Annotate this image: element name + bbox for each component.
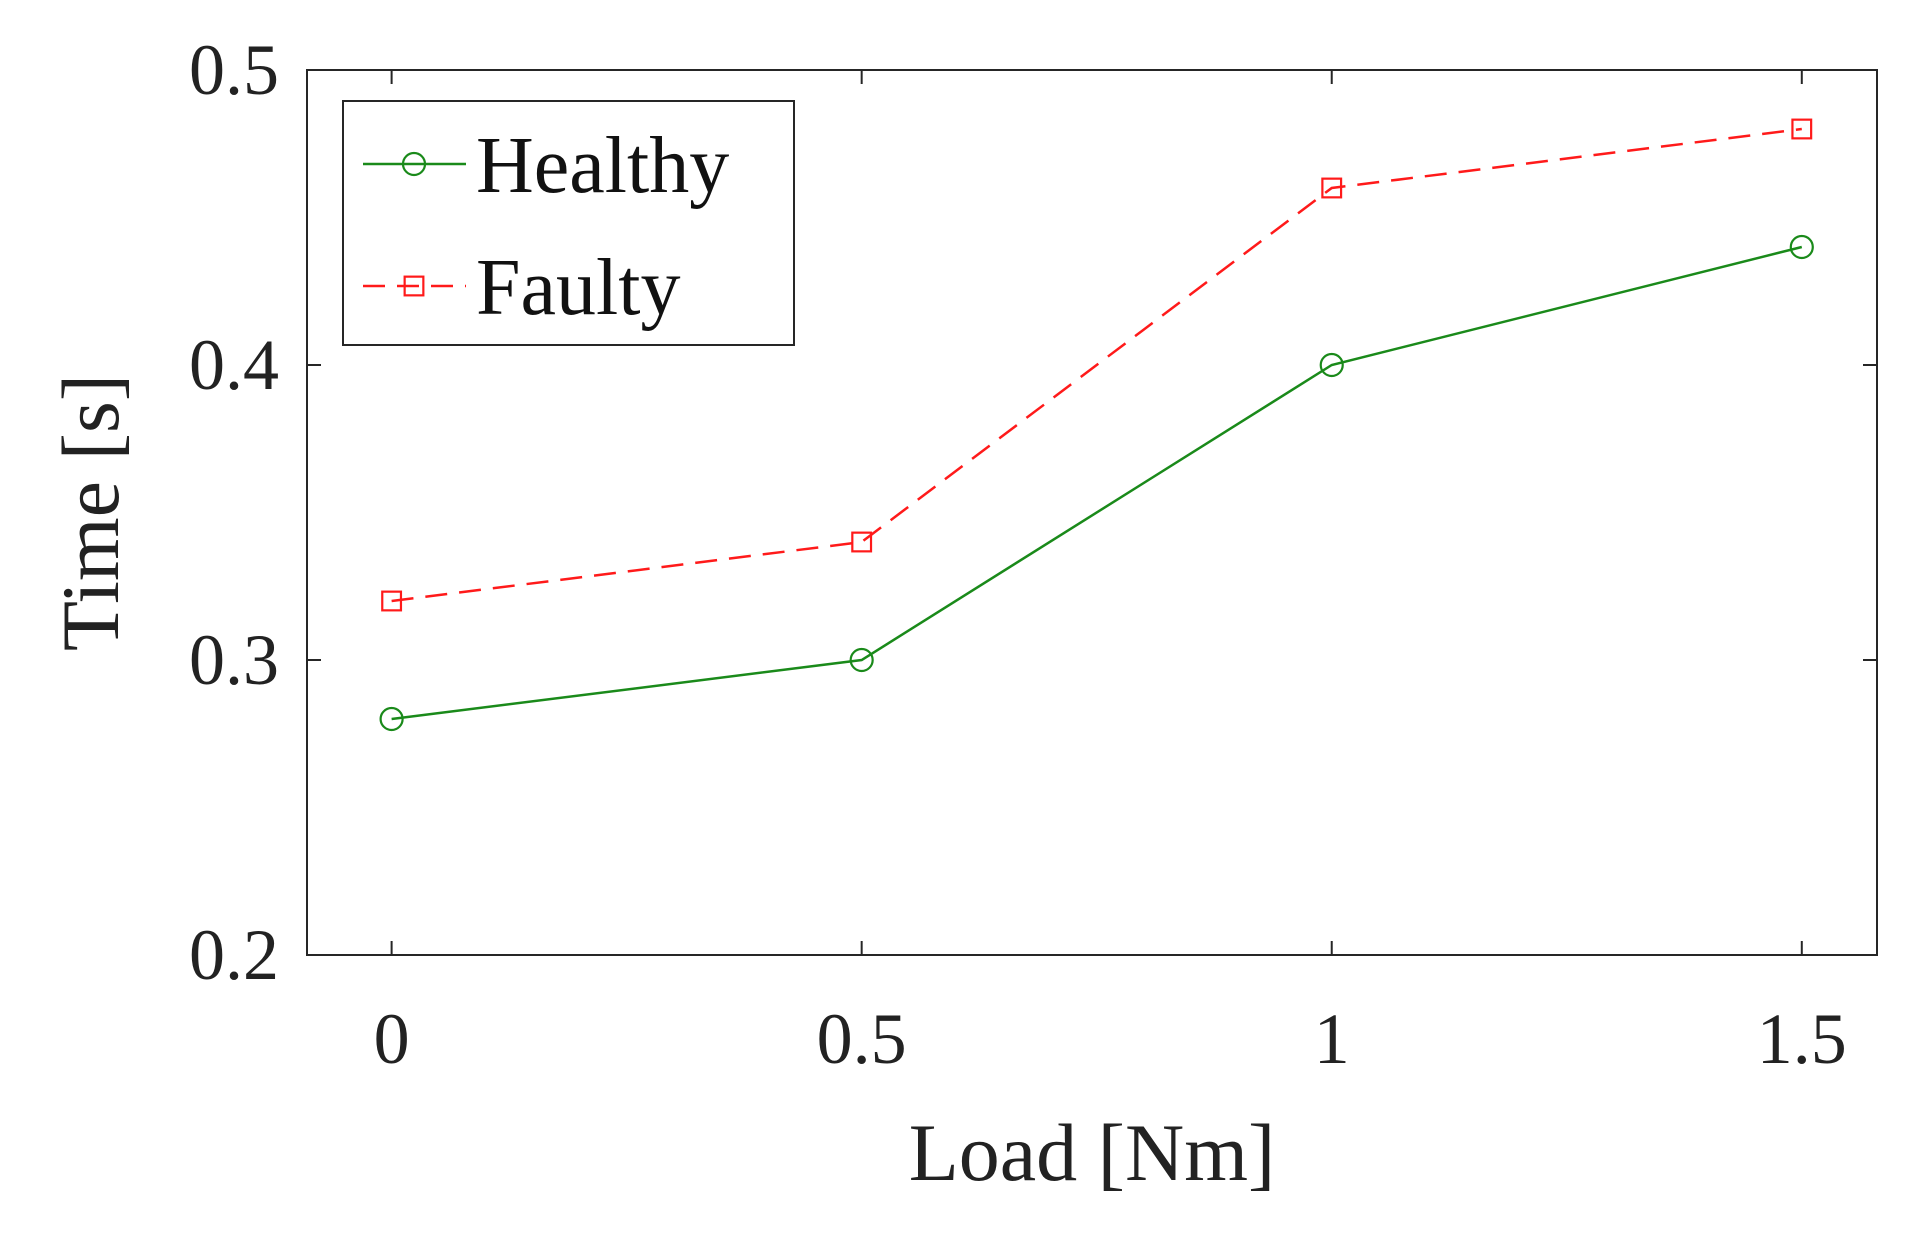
legend-marker-healthy — [401, 151, 427, 177]
series-layer — [379, 118, 1814, 732]
plot-frame — [306, 69, 1878, 956]
legend-label-faulty: Faulty — [476, 244, 680, 332]
data-point-faulty-1 — [1321, 177, 1343, 199]
x-tick-label-0-5: 0.5 — [817, 999, 907, 1079]
data-point-faulty-0 — [381, 590, 403, 612]
y-tick-label-0-3: 0.3 — [189, 620, 279, 700]
x-tick-label-0: 0 — [374, 999, 410, 1079]
tick-labels: 0 0.5 1 1.5 0.2 0.3 0.4 0.5 — [189, 30, 1847, 1079]
data-point-healthy-0 — [379, 706, 404, 732]
legend-symbol-faulty — [403, 275, 425, 297]
ticks-layer — [307, 69, 1877, 956]
series-faulty — [381, 118, 1813, 612]
data-point-healthy-0-5 — [849, 647, 874, 673]
y-tick-label-0-5: 0.5 — [189, 30, 279, 110]
data-point-healthy-1-5 — [1789, 234, 1814, 260]
legend-label-healthy: Healthy — [476, 122, 729, 210]
x-tick-label-1-5: 1.5 — [1757, 999, 1847, 1079]
y-tick-label-0-2: 0.2 — [189, 915, 279, 995]
legend-entry-healthy: Healthy — [363, 122, 729, 210]
legend-marker-faulty — [403, 275, 425, 297]
x-tick-label-1: 1 — [1314, 999, 1350, 1079]
series-line-faulty — [391, 127, 1802, 603]
legend-box — [342, 100, 795, 346]
data-point-healthy-1 — [1319, 352, 1344, 378]
y-tick-label-0-4: 0.4 — [189, 325, 279, 405]
y-axis-title: Time [s] — [45, 374, 136, 651]
x-axis-title: Load [Nm] — [909, 1107, 1276, 1198]
data-point-faulty-0-5 — [851, 531, 873, 553]
series-line-healthy — [391, 245, 1803, 721]
legend-symbol-healthy — [401, 151, 427, 177]
legend-entry-faulty: Faulty — [363, 244, 680, 332]
legend: Healthy Faulty — [342, 100, 795, 346]
series-healthy — [379, 234, 1814, 732]
data-point-faulty-1-5 — [1791, 118, 1813, 140]
